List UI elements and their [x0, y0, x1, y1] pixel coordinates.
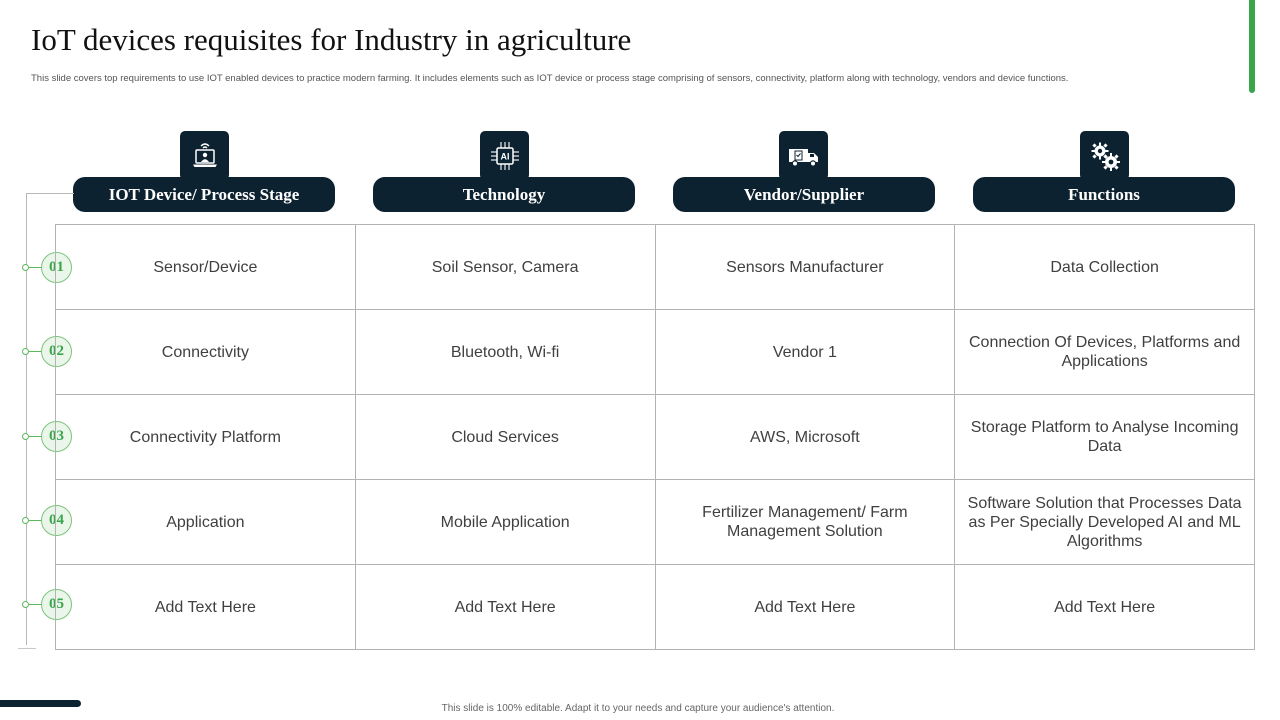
- timeline-dot: [22, 348, 29, 355]
- timeline-connector: [26, 193, 74, 194]
- column-header-vendor: Vendor/Supplier: [673, 177, 935, 212]
- timeline-link: [29, 267, 42, 268]
- table-cell: Connectivity: [55, 309, 356, 395]
- table-cell: Sensors Manufacturer: [654, 224, 956, 310]
- column-header-functions: Functions: [973, 177, 1235, 212]
- table-cell: Fertilizer Management/ Farm Management S…: [654, 479, 956, 565]
- table-row: Application Mobile Application Fertilize…: [55, 479, 1255, 565]
- table-row: Add Text Here Add Text Here Add Text Her…: [55, 564, 1255, 650]
- gears-icon: [1080, 131, 1129, 180]
- table-cell: Application: [55, 479, 356, 565]
- timeline-dot: [22, 601, 29, 608]
- table-row: Sensor/Device Soil Sensor, Camera Sensor…: [55, 224, 1255, 310]
- table-cell: Software Solution that Processes Data as…: [954, 479, 1255, 565]
- table-cell: Connection Of Devices, Platforms and App…: [954, 309, 1255, 395]
- slide-subtitle: This slide covers top requirements to us…: [31, 73, 1069, 84]
- table-cell: Storage Platform to Analyse Incoming Dat…: [954, 394, 1255, 480]
- table-cell: Cloud Services: [354, 394, 656, 480]
- table-cell: Add Text Here: [55, 564, 356, 650]
- table-cell: Add Text Here: [354, 564, 656, 650]
- delivery-truck-icon: [779, 131, 828, 180]
- timeline-end: [18, 648, 36, 649]
- column-header-technology: Technology: [373, 177, 635, 212]
- table-cell: Data Collection: [954, 224, 1255, 310]
- table-cell: Bluetooth, Wi-fi: [354, 309, 656, 395]
- timeline-link: [29, 520, 42, 521]
- table-cell: AWS, Microsoft: [654, 394, 956, 480]
- requirements-table: Sensor/Device Soil Sensor, Camera Sensor…: [55, 224, 1255, 650]
- timeline-link: [29, 436, 42, 437]
- timeline-dot: [22, 517, 29, 524]
- column-header-iot-device: IOT Device/ Process Stage: [73, 177, 335, 212]
- timeline-link: [29, 604, 42, 605]
- table-row: Connectivity Bluetooth, Wi-fi Vendor 1 C…: [55, 309, 1255, 395]
- table-cell: Sensor/Device: [55, 224, 356, 310]
- table-cell: Add Text Here: [954, 564, 1255, 650]
- timeline-line: [26, 193, 27, 645]
- timeline-dot: [22, 433, 29, 440]
- table-row: Connectivity Platform Cloud Services AWS…: [55, 394, 1255, 480]
- timeline-dot: [22, 264, 29, 271]
- table-cell: Connectivity Platform: [55, 394, 356, 480]
- slide-title: IoT devices requisites for Industry in a…: [31, 22, 632, 57]
- footer-accent-bar: [0, 700, 81, 707]
- chip-label: AI: [500, 151, 509, 161]
- table-cell: Add Text Here: [654, 564, 956, 650]
- timeline-link: [29, 351, 42, 352]
- ai-chip-icon: AI: [480, 131, 529, 180]
- table-cell: Soil Sensor, Camera: [354, 224, 656, 310]
- table-cell: Mobile Application: [354, 479, 656, 565]
- laptop-signal-icon: [180, 131, 229, 180]
- table-cell: Vendor 1: [654, 309, 956, 395]
- accent-bar: [1249, 0, 1255, 93]
- footer-note: This slide is 100% editable. Adapt it to…: [441, 703, 835, 714]
